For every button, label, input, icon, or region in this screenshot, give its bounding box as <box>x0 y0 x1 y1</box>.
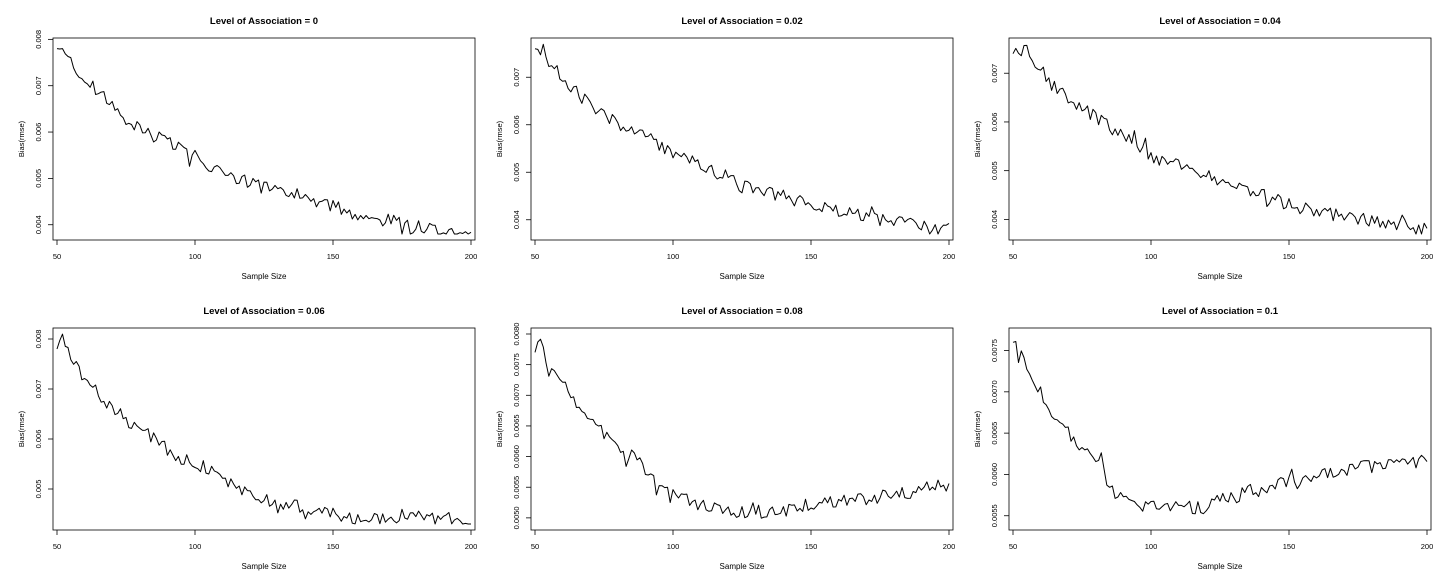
y-tick-label: 0.005 <box>990 161 999 180</box>
plot-frame <box>530 37 954 241</box>
chart-panel: Level of Association = 0.1 50 100 150 200 0.0… <box>971 290 1436 581</box>
y-tick-label: 0.008 <box>34 330 43 349</box>
chart-title: Level of Association = 0 <box>210 16 318 27</box>
y-axis-label: Bias(rmse) <box>17 120 26 157</box>
plot-frame <box>530 327 954 531</box>
y-tick-label: 0.007 <box>512 68 521 87</box>
x-axis-label: Sample Size <box>242 562 287 571</box>
y-axis-label: Bias(rmse) <box>17 410 26 447</box>
chart-svg: Level of Association = 0.06 50 100 150 200 0.… <box>17 306 478 571</box>
x-tick-label: 50 <box>1009 252 1017 261</box>
x-tick-label: 200 <box>943 542 956 551</box>
y-tick-label: 0.0055 <box>990 504 999 527</box>
chart-panel: Level of Association = 0.06 50 100 150 200 0.… <box>15 290 485 581</box>
x-tick-label: 200 <box>465 542 478 551</box>
chart-svg: Level of Association = 0.04 50 100 150 200 0.… <box>973 16 1434 281</box>
chart-svg: Level of Association = 0.08 50 100 150 200 0.… <box>495 306 956 571</box>
x-axis-label: Sample Size <box>720 562 765 571</box>
x-axis-label: Sample Size <box>242 272 287 281</box>
y-tick-label: 0.008 <box>34 30 43 49</box>
plot-frame <box>1008 37 1432 241</box>
x-axis-label: Sample Size <box>1198 562 1243 571</box>
chart-title: Level of Association = 0.08 <box>681 306 802 317</box>
x-tick-label: 100 <box>667 252 680 261</box>
x-tick-label: 200 <box>943 252 956 261</box>
series-line <box>1012 341 1428 515</box>
x-axis-label: Sample Size <box>720 272 765 281</box>
chart-panel: Level of Association = 0 50 100 150 200 0.004… <box>15 0 485 291</box>
y-tick-label: 0.007 <box>34 380 43 399</box>
y-tick-label: 0.0065 <box>512 414 521 437</box>
x-tick-label: 100 <box>667 542 680 551</box>
y-tick-label: 0.005 <box>34 169 43 188</box>
x-tick-label: 150 <box>327 542 340 551</box>
y-tick-label: 0.0065 <box>990 422 999 445</box>
x-tick-label: 50 <box>531 252 539 261</box>
y-axis-label: Bias(rmse) <box>495 410 504 447</box>
x-tick-label: 100 <box>1145 542 1158 551</box>
x-tick-label: 200 <box>1421 252 1434 261</box>
chart-svg: Level of Association = 0 50 100 150 200 0.004… <box>17 16 478 281</box>
chart-panel: Level of Association = 0.08 50 100 150 200 0.… <box>493 290 963 581</box>
y-tick-label: 0.0060 <box>990 463 999 486</box>
series-line <box>534 43 950 235</box>
chart-svg: Level of Association = 0.1 50 100 150 200 0.0… <box>973 306 1434 571</box>
chart-panel: Level of Association = 0.04 50 100 150 200 0.… <box>971 0 1436 291</box>
x-tick-label: 150 <box>1283 252 1296 261</box>
y-tick-label: 0.0060 <box>512 445 521 468</box>
y-tick-label: 0.0075 <box>990 339 999 362</box>
y-tick-label: 0.006 <box>990 113 999 132</box>
chart-title: Level of Association = 0.1 <box>1162 306 1279 317</box>
y-axis-label: Bias(rmse) <box>973 410 982 447</box>
y-tick-label: 0.0080 <box>512 323 521 346</box>
y-tick-label: 0.005 <box>512 163 521 182</box>
y-tick-label: 0.007 <box>990 64 999 83</box>
chart-title: Level of Association = 0.04 <box>1159 16 1281 27</box>
y-tick-label: 0.0050 <box>512 506 521 529</box>
series-line <box>56 48 472 235</box>
series-line <box>1012 44 1428 235</box>
y-tick-label: 0.004 <box>34 215 43 234</box>
plot-frame <box>52 327 476 531</box>
y-tick-label: 0.0075 <box>512 353 521 376</box>
y-tick-label: 0.006 <box>512 115 521 134</box>
x-tick-label: 50 <box>53 542 61 551</box>
y-axis-label: Bias(rmse) <box>973 120 982 157</box>
x-tick-label: 50 <box>531 542 539 551</box>
x-tick-label: 200 <box>1421 542 1434 551</box>
series-line <box>534 338 950 519</box>
chart-panel: Level of Association = 0.02 50 100 150 200 0.… <box>493 0 963 291</box>
y-tick-label: 0.006 <box>34 430 43 449</box>
series-line <box>56 333 471 525</box>
chart-title: Level of Association = 0.06 <box>203 306 324 317</box>
x-tick-label: 150 <box>1283 542 1296 551</box>
x-tick-label: 100 <box>189 252 202 261</box>
y-tick-label: 0.004 <box>512 210 521 229</box>
y-tick-label: 0.004 <box>990 210 999 229</box>
y-tick-label: 0.005 <box>34 480 43 499</box>
y-tick-label: 0.0070 <box>512 384 521 407</box>
plot-frame <box>52 37 476 241</box>
y-tick-label: 0.0055 <box>512 476 521 499</box>
chart-svg: Level of Association = 0.02 50 100 150 200 0.… <box>495 16 956 281</box>
plot-frame <box>1008 327 1432 531</box>
y-tick-label: 0.006 <box>34 123 43 142</box>
x-tick-label: 100 <box>189 542 202 551</box>
x-tick-label: 150 <box>805 542 818 551</box>
x-tick-label: 100 <box>1145 252 1158 261</box>
y-tick-label: 0.0070 <box>990 380 999 403</box>
chart-title: Level of Association = 0.02 <box>681 16 802 27</box>
x-tick-label: 200 <box>465 252 478 261</box>
y-axis-label: Bias(rmse) <box>495 120 504 157</box>
x-tick-label: 50 <box>1009 542 1017 551</box>
y-tick-label: 0.007 <box>34 76 43 95</box>
x-tick-label: 150 <box>327 252 340 261</box>
x-tick-label: 50 <box>53 252 61 261</box>
x-axis-label: Sample Size <box>1198 272 1243 281</box>
x-tick-label: 150 <box>805 252 818 261</box>
